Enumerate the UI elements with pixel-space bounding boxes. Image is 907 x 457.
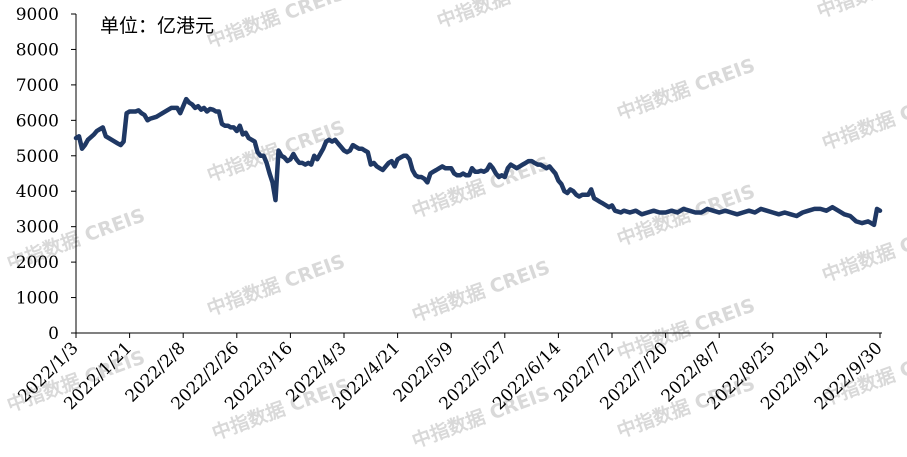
y-tick-label: 0 — [48, 324, 59, 344]
y-tick-label: 7000 — [16, 76, 59, 96]
watermark-text: 中指数据 CREIS — [614, 54, 758, 125]
unit-label: 单位：亿港元 — [100, 15, 214, 37]
watermark-text: 中指数据 CREIS — [819, 84, 907, 155]
watermark-text: 中指数据 CREIS — [434, 0, 578, 33]
y-tick-label: 5000 — [16, 147, 59, 167]
y-tick-label: 2000 — [16, 253, 59, 273]
watermark-text: 中指数据 CREIS — [819, 216, 907, 287]
watermark-text: 中指数据 CREIS — [409, 382, 553, 453]
x-axis-ticks: 2022/1/32022/1/212022/2/82022/2/262022/3… — [14, 333, 887, 414]
y-axis-ticks: 0 1000 2000 3000 4000 5000 6000 7000 8000 9000 — [16, 5, 76, 344]
y-tick-label: 3000 — [16, 218, 59, 238]
y-tick-label: 4000 — [16, 182, 59, 202]
watermark-text: 中指数据 CREIS — [614, 294, 758, 365]
watermark-text: 中指数据 CREIS — [814, 0, 907, 23]
y-tick-label: 6000 — [16, 111, 59, 131]
watermark-text: 中指数据 CREIS — [204, 250, 348, 321]
watermark-text: 中指数据 CREIS — [204, 0, 348, 53]
y-tick-label: 9000 — [16, 5, 59, 25]
y-tick-label: 1000 — [16, 289, 59, 309]
watermark-text: 中指数据 CREIS — [409, 256, 553, 327]
y-tick-label: 8000 — [16, 40, 59, 60]
series-line — [73, 96, 883, 228]
